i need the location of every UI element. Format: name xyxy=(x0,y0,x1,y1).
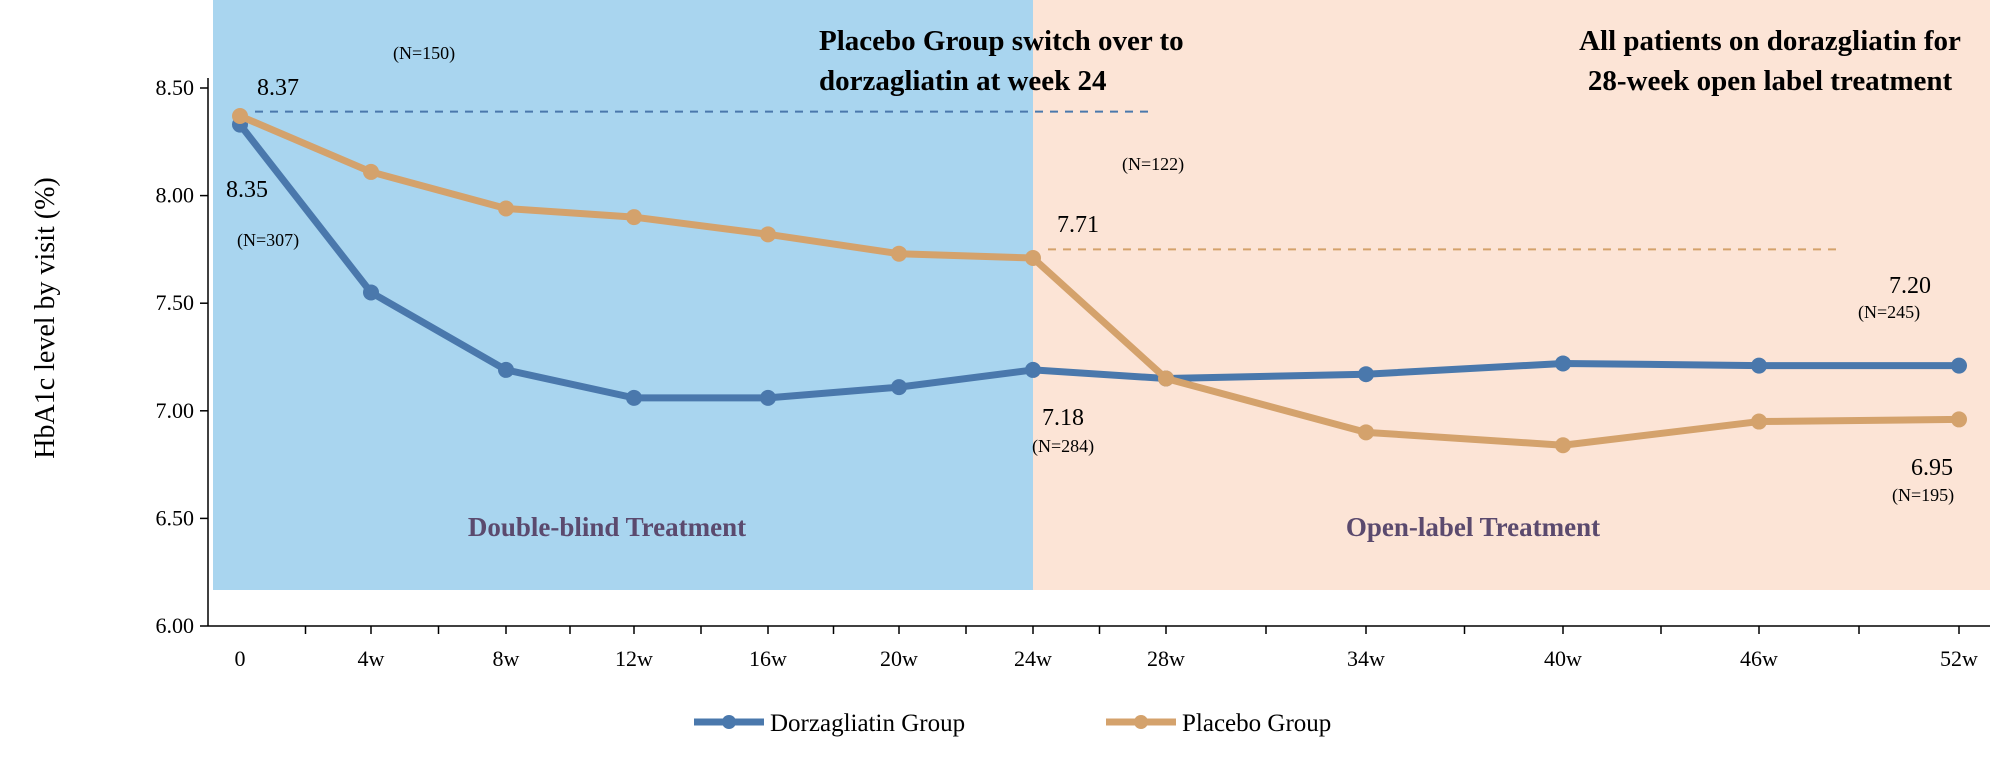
n-284: (N=284) xyxy=(1032,436,1094,457)
header-left-line1: Placebo Group switch over to xyxy=(819,25,1184,57)
value-7.18: 7.18 xyxy=(1042,405,1084,431)
dorzagliatin-group-line xyxy=(236,121,1963,402)
double-blind-label: Double-blind Treatment xyxy=(468,512,746,542)
y-tick-label: 6.00 xyxy=(156,613,195,638)
y-tick-label: 6.50 xyxy=(156,505,195,530)
n-122: (N=122) xyxy=(1122,154,1184,175)
y-tick-label: 8.00 xyxy=(156,183,195,208)
dorzagliatin-group-point xyxy=(363,284,379,301)
dorzagliatin-group-point xyxy=(760,389,776,406)
x-tick-label: 0 xyxy=(235,646,246,671)
dorzagliatin-group-point xyxy=(1555,355,1571,372)
y-ticks: 6.00 6.50 7.00 7.50 8.00 8.50 xyxy=(156,75,208,638)
placebo-group-point xyxy=(498,200,514,217)
dorzagliatin-group-point xyxy=(1751,357,1767,374)
double-blind-region xyxy=(213,0,1033,590)
placebo-group-point xyxy=(232,107,248,124)
x-tick-label: 52w xyxy=(1940,646,1978,671)
n-307: (N=307) xyxy=(237,230,299,251)
value-7.71: 7.71 xyxy=(1057,212,1099,238)
dorzagliatin-group-point xyxy=(1951,357,1967,374)
dorzagliatin-group-point xyxy=(1025,361,1041,378)
header-right-line1: All patients on dorazgliatin for xyxy=(1579,25,1961,57)
axes: 6.00 6.50 7.00 7.50 8.00 8.50 0 4w 8w 12w 16w 20w 2… xyxy=(156,75,1990,671)
x-tick-label: 34w xyxy=(1347,646,1385,671)
placebo-group-point xyxy=(760,226,776,243)
x-tick-label: 16w xyxy=(749,646,787,671)
legend-marker-dorzagliatin xyxy=(722,715,736,729)
y-tick-label: 8.50 xyxy=(156,75,195,100)
value-8.37: 8.37 xyxy=(257,75,299,101)
placebo-group-point xyxy=(1158,370,1174,387)
header-left-line2: dorzagliatin at week 24 xyxy=(819,65,1107,97)
x-tick-label: 4w xyxy=(358,646,385,671)
y-tick-label: 7.50 xyxy=(156,290,195,315)
value-8.35: 8.35 xyxy=(226,177,268,203)
x-tick-label: 28w xyxy=(1147,646,1185,671)
placebo-group-point xyxy=(1751,413,1767,430)
y-axis-label: HbA1c level by visit (%) xyxy=(30,177,61,459)
x-tick-label: 20w xyxy=(880,646,918,671)
legend: Dorzagliatin Group Placebo Group xyxy=(694,710,1331,737)
x-tick-label: 24w xyxy=(1014,646,1052,671)
open-label-label: Open-label Treatment xyxy=(1346,512,1600,542)
placebo-group-point xyxy=(1358,424,1374,441)
legend-marker-placebo xyxy=(1134,715,1148,729)
dorzagliatin-group-point xyxy=(891,379,907,396)
open-label-region xyxy=(1033,0,1990,590)
placebo-group-line xyxy=(236,112,1963,449)
reference-lines xyxy=(255,110,1838,251)
legend-label-placebo: Placebo Group xyxy=(1182,710,1331,737)
placebo-group-point xyxy=(1951,411,1967,428)
placebo-group-point xyxy=(363,163,379,180)
y-tick-label: 7.00 xyxy=(156,398,195,423)
x-tick-label: 40w xyxy=(1544,646,1582,671)
x-tick-label: 46w xyxy=(1740,646,1778,671)
header-right-line2: 28-week open label treatment xyxy=(1588,65,1953,97)
x-tick-label: 12w xyxy=(615,646,653,671)
placebo-group-point xyxy=(1555,437,1571,454)
placebo-group-point xyxy=(891,245,907,262)
x-tick-label: 8w xyxy=(493,646,520,671)
x-ticks: 0 4w 8w 12w 16w 20w 24w 28w 34w 40w 46w 52w xyxy=(235,626,1978,671)
dorzagliatin-group-point xyxy=(626,389,642,406)
dorzagliatin-group-point xyxy=(1358,366,1374,383)
value-6.95: 6.95 xyxy=(1911,455,1953,481)
n-195: (N=195) xyxy=(1892,485,1954,506)
series-layer xyxy=(232,107,1967,454)
placebo-group-point xyxy=(1025,250,1041,267)
placebo-group-point xyxy=(626,209,642,226)
n-245: (N=245) xyxy=(1858,302,1920,323)
value-7.20: 7.20 xyxy=(1889,273,1931,299)
dorzagliatin-group-point xyxy=(498,361,514,378)
legend-label-dorzagliatin: Dorzagliatin Group xyxy=(770,710,965,737)
n-150: (N=150) xyxy=(393,43,455,64)
